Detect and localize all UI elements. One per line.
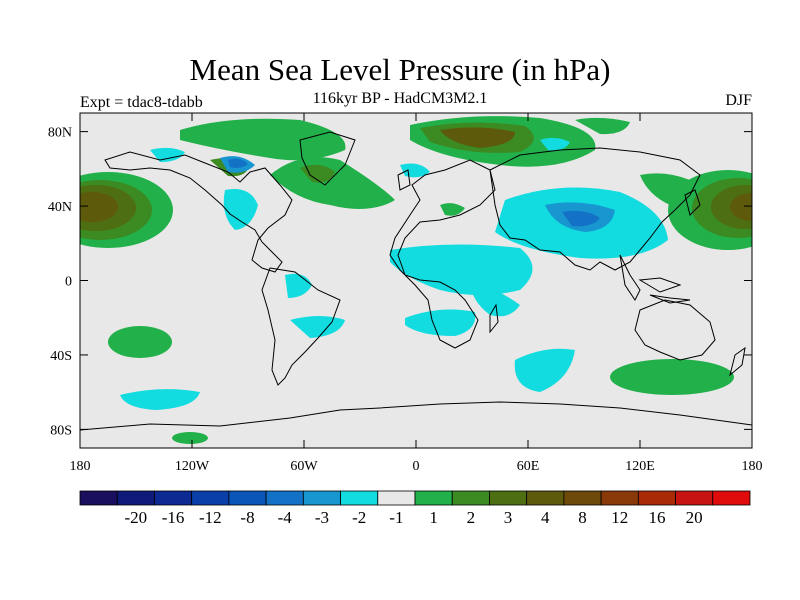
x-tick-label: 120W bbox=[175, 459, 210, 474]
y-tick-label: 80S bbox=[50, 423, 72, 438]
season-label: DJF bbox=[725, 92, 752, 109]
colorbar-swatch bbox=[563, 490, 602, 506]
colorbar-swatch bbox=[451, 490, 490, 506]
colorbar-swatch bbox=[228, 490, 267, 506]
x-tick-label: 0 bbox=[413, 459, 420, 474]
colorbar-label: -16 bbox=[162, 508, 185, 527]
experiment-label: Expt = tdac8-tdabb bbox=[80, 94, 203, 111]
colorbar-label: 12 bbox=[611, 508, 628, 527]
antarctica-coast bbox=[80, 401, 752, 431]
colorbar-swatch bbox=[116, 490, 155, 506]
x-tick-label: 120E bbox=[625, 459, 655, 474]
colorbar-swatch bbox=[637, 490, 676, 506]
pacific-high-anomaly-west bbox=[80, 172, 173, 248]
colorbar-label: 1 bbox=[429, 508, 438, 527]
colorbar-swatch bbox=[340, 490, 379, 506]
colorbar-label: -12 bbox=[199, 508, 222, 527]
southern-high-anomaly bbox=[108, 326, 734, 444]
indonesia-coast bbox=[638, 277, 691, 304]
colorbar-swatch bbox=[526, 490, 565, 506]
colorbar-label: -8 bbox=[240, 508, 254, 527]
coastlines bbox=[80, 131, 752, 431]
colorbar-label: -2 bbox=[352, 508, 366, 527]
colorbar-label: -1 bbox=[389, 508, 403, 527]
colorbar-label: 3 bbox=[504, 508, 513, 527]
colorbar-label: 4 bbox=[541, 508, 550, 527]
colorbar-swatch bbox=[302, 490, 341, 506]
colorbar-swatch bbox=[154, 490, 193, 506]
y-tick-label: 80N bbox=[48, 126, 72, 141]
colorbar-swatch bbox=[675, 490, 714, 506]
x-tick-label: 180 bbox=[70, 459, 91, 474]
europe-africa-coast bbox=[389, 159, 496, 349]
madagascar-coast bbox=[489, 303, 499, 334]
y-tick-label: 0 bbox=[65, 275, 72, 290]
new-zealand-coast bbox=[729, 346, 746, 377]
colorbar-swatch bbox=[265, 490, 304, 506]
x-tick-label: 60E bbox=[517, 459, 540, 474]
colorbar-label: -3 bbox=[315, 508, 329, 527]
uk-coast bbox=[397, 169, 411, 191]
y-tick-label: 40S bbox=[50, 349, 72, 364]
colorbar-swatch bbox=[377, 490, 416, 506]
colorbar-label: 16 bbox=[648, 508, 665, 527]
australia-coast bbox=[634, 299, 716, 361]
north-america-coast bbox=[104, 151, 293, 273]
map-title: Mean Sea Level Pressure (in hPa) bbox=[189, 52, 611, 87]
arctic-high-anomaly bbox=[180, 116, 690, 216]
asia-coast bbox=[489, 147, 701, 271]
x-tick-label: 180 bbox=[742, 459, 763, 474]
japan-coast bbox=[684, 189, 701, 216]
colorbar-label: 2 bbox=[467, 508, 476, 527]
colorbar-label: 8 bbox=[578, 508, 587, 527]
axis-ticks bbox=[79, 113, 753, 448]
pressure-anomaly-field bbox=[80, 116, 752, 444]
map-subtitle: 116kyr BP - HadCM3M2.1 bbox=[312, 90, 488, 107]
greenland-coast bbox=[299, 131, 356, 186]
pacific-high-anomaly-east bbox=[668, 170, 752, 250]
colorbar-swatch bbox=[191, 490, 230, 506]
colorbar-swatch bbox=[600, 490, 639, 506]
colorbar: -20 -16 -12 -8 -4 -3 -2 -1 1 2 3 4 8 12 16 20 bbox=[79, 490, 751, 527]
low-pressure-anomaly-center bbox=[228, 158, 600, 227]
colorbar-swatch bbox=[414, 490, 453, 506]
south-america-coast bbox=[261, 267, 341, 386]
indochina-coast bbox=[619, 254, 641, 301]
colorbar-swatch bbox=[712, 490, 751, 506]
colorbar-swatch bbox=[489, 490, 528, 506]
colorbar-label: -4 bbox=[278, 508, 293, 527]
y-tick-label: 40N bbox=[48, 200, 72, 215]
colorbar-label: 20 bbox=[686, 508, 703, 527]
colorbar-label: -20 bbox=[124, 508, 147, 527]
x-tick-label: 60W bbox=[290, 459, 318, 474]
colorbar-swatch bbox=[79, 490, 118, 506]
axis-labels: 180 120W 60W 0 60E 120E 180 80N 40N 0 40S 80S bbox=[48, 126, 763, 474]
